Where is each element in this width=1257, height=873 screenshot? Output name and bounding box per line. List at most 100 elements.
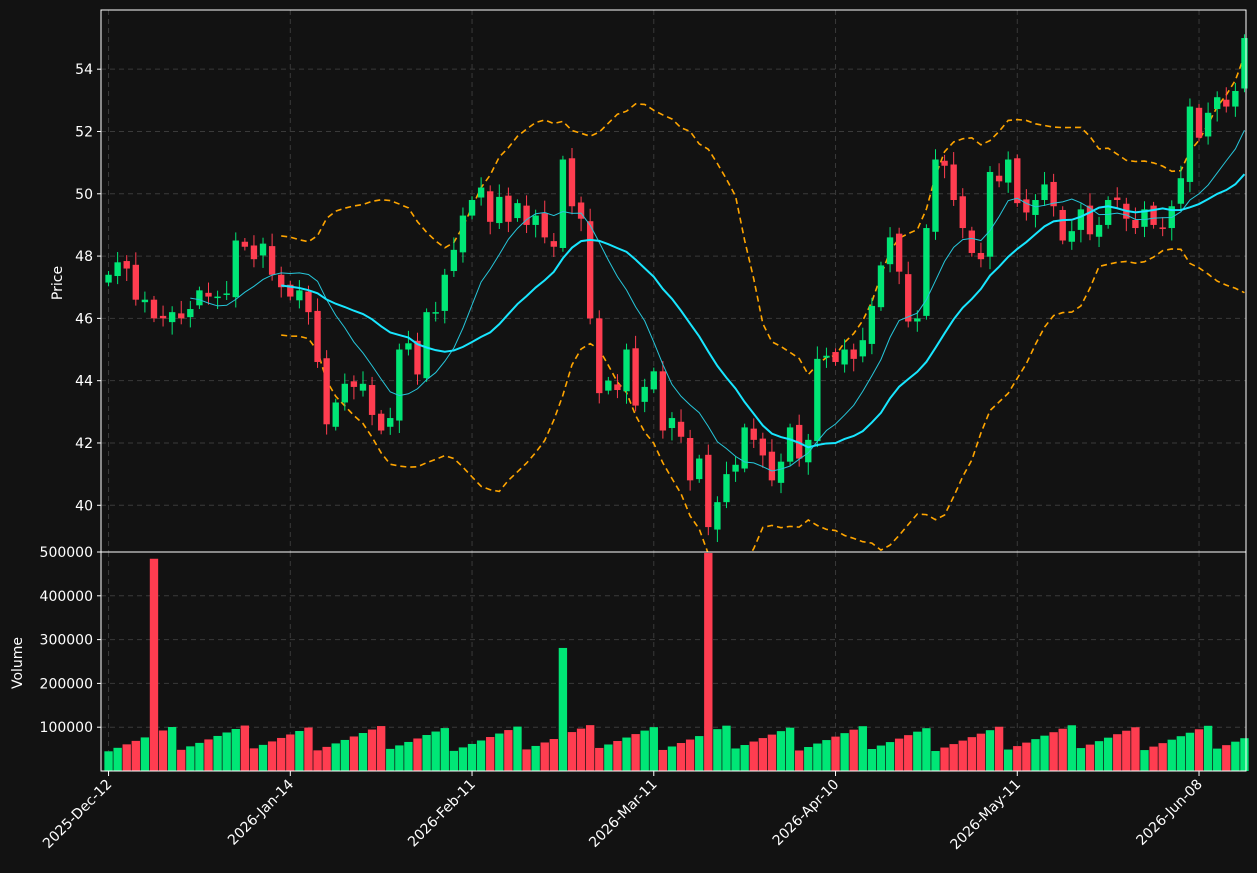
volume-bar bbox=[585, 725, 595, 771]
volume-bar bbox=[304, 727, 313, 771]
volume-bar bbox=[540, 742, 549, 771]
volume-bar bbox=[331, 743, 340, 771]
volume-axis-label: Volume bbox=[10, 637, 26, 689]
volume-bar bbox=[949, 744, 958, 771]
candle-body bbox=[1023, 199, 1030, 213]
volume-bar bbox=[976, 733, 986, 771]
x-tick-label: 2026-Jun-08 bbox=[1134, 777, 1206, 849]
candle-body bbox=[1041, 184, 1048, 201]
candle-body bbox=[1177, 178, 1185, 204]
candle-body bbox=[1150, 205, 1157, 225]
candle-body bbox=[214, 296, 221, 299]
volume-bar bbox=[1213, 748, 1222, 771]
volume-bar bbox=[222, 732, 231, 771]
volume-panel-frame bbox=[100, 551, 1247, 772]
volume-bar bbox=[758, 738, 768, 771]
volume-bar bbox=[458, 747, 468, 771]
volume-bar bbox=[904, 735, 913, 771]
candle-body bbox=[1223, 99, 1230, 107]
x-tick-label: 2025-Dec-12 bbox=[40, 777, 115, 852]
volume-bar bbox=[740, 745, 749, 771]
price-axis-label: Price bbox=[50, 266, 66, 300]
candle-body bbox=[968, 230, 976, 253]
x-tick-label: 2026-Feb-11 bbox=[405, 777, 479, 851]
candle-body bbox=[741, 427, 748, 469]
volume-bar bbox=[922, 728, 931, 771]
volume-bar bbox=[1167, 739, 1176, 771]
volume-bar bbox=[1185, 732, 1195, 771]
volume-bar bbox=[767, 734, 777, 771]
volume-bar bbox=[240, 725, 250, 771]
candle-body bbox=[368, 385, 376, 415]
price-tick-label: 44 bbox=[75, 374, 93, 390]
candle-body bbox=[532, 215, 539, 225]
volume-bar bbox=[322, 746, 331, 771]
volume-bar bbox=[685, 739, 695, 771]
volume-bar bbox=[367, 729, 377, 771]
candle-body bbox=[123, 261, 130, 269]
volume-bar bbox=[713, 729, 722, 771]
price-tick-label: 42 bbox=[75, 436, 93, 452]
volume-bar bbox=[449, 750, 459, 771]
price-tick-label: 48 bbox=[75, 249, 93, 265]
x-tick-label: 2026-Apr-10 bbox=[770, 777, 843, 850]
volume-bar bbox=[1203, 725, 1213, 771]
price-candles bbox=[105, 34, 1248, 543]
candle-body bbox=[359, 383, 367, 391]
volume-bar bbox=[1231, 741, 1240, 771]
moving-averages bbox=[190, 130, 1246, 472]
volume-bar bbox=[576, 728, 586, 771]
volume-bar bbox=[549, 739, 559, 771]
candle-body bbox=[505, 195, 512, 222]
candle-body bbox=[150, 299, 158, 319]
volume-bar bbox=[213, 735, 222, 771]
candle-body bbox=[305, 291, 312, 313]
volume-bar bbox=[695, 736, 704, 771]
candle-body bbox=[141, 299, 149, 303]
candle-body bbox=[868, 305, 876, 344]
candle-body bbox=[995, 175, 1003, 182]
candle-body bbox=[487, 191, 494, 222]
volume-bar bbox=[822, 740, 831, 771]
volume-bar bbox=[1131, 727, 1140, 771]
volume-bar bbox=[1122, 730, 1131, 771]
candle-body bbox=[541, 213, 548, 238]
candle-body bbox=[323, 358, 330, 425]
volume-bar bbox=[1004, 749, 1013, 771]
candle-body bbox=[1214, 97, 1221, 110]
candle-body bbox=[459, 215, 467, 253]
candle-body bbox=[850, 349, 857, 359]
volume-bar bbox=[167, 727, 177, 771]
candle-body bbox=[1077, 209, 1085, 230]
volume-bar bbox=[1067, 725, 1076, 771]
volume-bar bbox=[876, 745, 886, 771]
candle-body bbox=[568, 158, 576, 207]
candle-body bbox=[577, 202, 585, 219]
candle-body bbox=[187, 309, 194, 318]
volume-bar bbox=[476, 740, 486, 771]
candle-body bbox=[750, 428, 757, 440]
panel-frames bbox=[100, 9, 1247, 772]
volume-bar bbox=[558, 647, 568, 771]
volume-bar bbox=[831, 736, 840, 771]
candle-body bbox=[1232, 90, 1239, 107]
candle-body bbox=[387, 418, 394, 427]
volume-bar bbox=[1022, 742, 1031, 771]
candle-body bbox=[1059, 209, 1066, 241]
volume-bar bbox=[431, 731, 440, 771]
volume-tick-label: 400000 bbox=[40, 589, 93, 605]
candle-body bbox=[314, 310, 321, 362]
volume-bar bbox=[358, 733, 368, 771]
candle-body bbox=[132, 264, 139, 300]
volume-tick-label: 100000 bbox=[40, 720, 93, 736]
candle-body bbox=[1014, 158, 1021, 204]
volume-bar bbox=[495, 733, 504, 771]
candle-body bbox=[941, 160, 948, 166]
candle-body bbox=[1186, 106, 1194, 182]
candle-body bbox=[668, 418, 676, 429]
candle-body bbox=[278, 274, 285, 288]
candle-body bbox=[223, 293, 230, 295]
candle-body bbox=[1095, 224, 1103, 237]
volume-bar bbox=[204, 739, 213, 771]
